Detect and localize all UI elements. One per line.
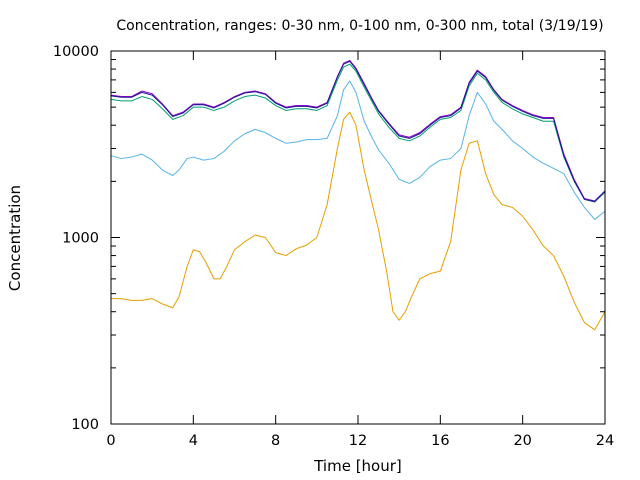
y-tick-label-0: 100 xyxy=(71,417,99,433)
x-tick-label-5: 20 xyxy=(513,433,531,449)
x-tick-label-1: 4 xyxy=(189,433,198,449)
x-tick-label-0: 0 xyxy=(106,433,115,449)
series-layer xyxy=(110,59,606,331)
x-tick-label-6: 24 xyxy=(596,433,614,449)
y-tick-label-2: 10000 xyxy=(53,44,99,60)
series-line-0 xyxy=(111,111,606,331)
x-axis-label: Time [hour] xyxy=(313,457,402,475)
axis-ticks: 0 4 8 12 16 20 24 100 1000 10000 xyxy=(53,44,614,449)
series-line-3 xyxy=(110,59,606,202)
series-line-4 xyxy=(110,60,606,202)
chart-title: Concentration, ranges: 0-30 nm, 0-100 nm… xyxy=(116,18,603,34)
plot-frame xyxy=(110,50,606,425)
x-tick-label-2: 8 xyxy=(271,433,280,449)
x-tick-label-3: 12 xyxy=(349,433,367,449)
series-line-2 xyxy=(110,63,606,203)
y-tick-label-1: 1000 xyxy=(62,231,99,247)
x-tick-label-4: 16 xyxy=(431,433,449,449)
y-axis-label: Concentration xyxy=(6,185,24,291)
series-line-1 xyxy=(110,80,606,220)
